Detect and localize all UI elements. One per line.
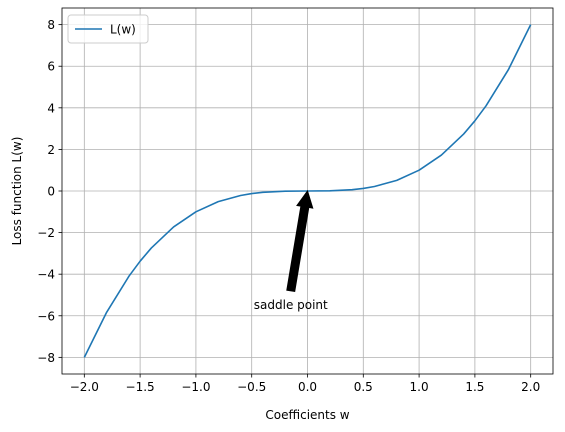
legend-entry: L(w) [110, 23, 136, 37]
x-tick-label: 0.0 [298, 380, 317, 394]
x-tick-label: 0.5 [354, 380, 373, 394]
y-axis-label: Loss function L(w) [10, 137, 24, 246]
annotation-arrow [286, 189, 314, 293]
y-tick-label: −6 [37, 309, 55, 323]
x-tick-label: −2.0 [70, 380, 99, 394]
y-tick-label: 0 [47, 185, 55, 199]
annotation-layer: saddle point [254, 189, 328, 312]
legend: L(w) [67, 14, 149, 44]
y-tick-label: 6 [47, 60, 55, 74]
y-tick-label: −4 [37, 268, 55, 282]
y-tick-label: 2 [47, 143, 55, 157]
y-tick-label: 8 [47, 18, 55, 32]
legend-box [67, 14, 149, 44]
y-tick-label: 4 [47, 101, 55, 115]
x-axis-label: Coefficients w [265, 408, 349, 422]
x-tick-label: −0.5 [237, 380, 266, 394]
x-tick-label: 1.5 [465, 380, 484, 394]
y-tick-label: −2 [37, 226, 55, 240]
x-tick-label: 2.0 [521, 380, 540, 394]
x-axis-ticks: −2.0 −1.5 −1.0 −0.5 0.0 0.5 1.0 1.5 2.0 [70, 374, 540, 394]
y-tick-label: −8 [37, 351, 55, 365]
x-tick-label: 1.0 [410, 380, 429, 394]
x-tick-label: −1.0 [181, 380, 210, 394]
y-axis-ticks: −8 −6 −4 −2 0 2 4 6 8 [37, 18, 62, 365]
annotation-label: saddle point [254, 298, 328, 312]
x-tick-label: −1.5 [126, 380, 155, 394]
